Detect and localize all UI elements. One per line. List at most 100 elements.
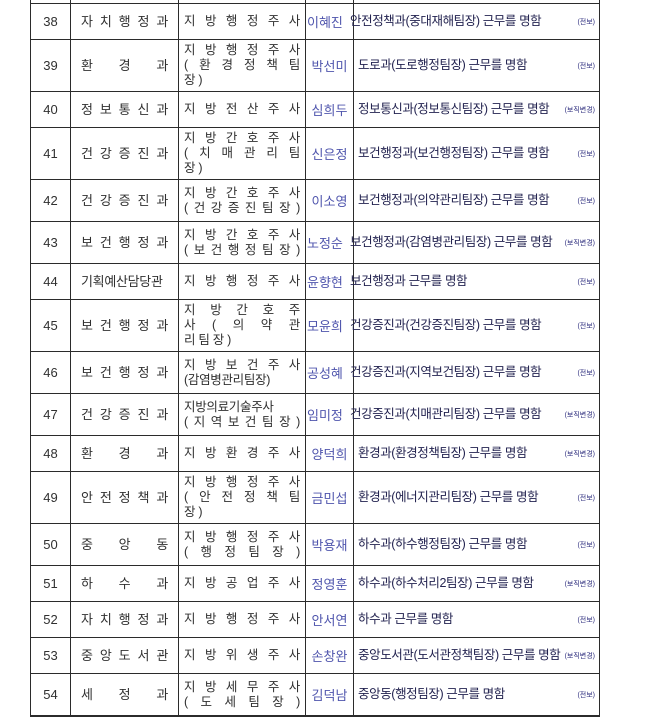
department-cell: 안 전 정 책 과 — [71, 472, 179, 523]
department-label: 건 강 증 진 과 — [81, 407, 168, 422]
name-cell: 박선미 — [306, 40, 354, 91]
assignment-cell: 보건행정과(보건행정팀장) 근무를 명함 (전보) — [354, 128, 599, 179]
department-cell: 보 건 행 정 과 — [71, 352, 179, 393]
position-cell: 지 방 행 정 주 사 — [179, 264, 306, 299]
assignment-text: 하수과(하수처리2팀장) 근무를 명함 — [358, 576, 534, 590]
position-cell: 지방의료기술주사( 지 역 보 건 팀 장 ) — [179, 394, 306, 435]
department-label: 기획예산담당관 — [81, 274, 163, 289]
name-cell: 이혜진 — [306, 4, 354, 39]
assignment-cell: 환경과(에너지관리팀장) 근무를 명함 (전보) — [354, 472, 599, 523]
person-name: 양덕희 — [311, 447, 348, 462]
transfer-type-tag: (전보) — [577, 616, 595, 624]
position-cell: 지 방 간 호 주 사( 건 강 증 진 팀 장 ) — [179, 180, 306, 221]
department-label: 하 수 과 — [81, 576, 168, 591]
position-title-line: ( 보 건 행 정 팀 장 ) — [184, 242, 300, 257]
row-number: 48 — [43, 446, 58, 461]
row-number: 52 — [43, 612, 58, 627]
table-row: 44 기획예산담당관 지 방 행 정 주 사 윤향현 보건행정과 근무를 명함 (전보) — [31, 264, 599, 300]
position-title: 지 방 공 업 주 사 — [184, 576, 300, 591]
person-name: 노정순 — [307, 236, 343, 251]
position-title: 지 방 환 경 주 사 — [184, 446, 300, 461]
department-cell: 건 강 증 진 과 — [71, 128, 179, 179]
position-title-line: 지 방 간 호 주 — [184, 303, 300, 317]
department-cell: 중 앙 동 — [71, 524, 179, 565]
transfer-type-tag: (전보) — [577, 494, 595, 502]
continuation-cell — [306, 0, 354, 3]
table-row: 43 보 건 행 정 과 지 방 간 호 주 사( 보 건 행 정 팀 장 ) 노정순… — [31, 222, 599, 264]
transfer-type-tag: (전보) — [577, 322, 595, 330]
assignment-text: 보건행정과 근무를 명함 — [350, 274, 468, 288]
name-cell: 임미정 — [306, 394, 354, 435]
transfer-type-tag: (보직변경) — [564, 239, 595, 247]
row-number: 43 — [43, 235, 58, 250]
department-label: 환 경 과 — [81, 58, 168, 73]
position-title-line: ( 건 강 증 진 팀 장 ) — [184, 200, 300, 215]
transfer-type-tag: (전보) — [577, 150, 595, 158]
name-cell: 신은정 — [306, 128, 354, 179]
position-cell: 지 방 간 호 주 사( 보 건 행 정 팀 장 ) — [179, 222, 306, 263]
row-number-cell: 47 — [31, 394, 71, 435]
assignment-text: 건강증진과(치매관리팀장) 근무를 명함 — [350, 407, 542, 421]
row-number-cell: 43 — [31, 222, 71, 263]
transfer-type-tag: (전보) — [577, 691, 595, 699]
row-number-cell: 45 — [31, 300, 71, 351]
person-name: 이혜진 — [307, 15, 343, 30]
department-cell: 자 치 행 정 과 — [71, 4, 179, 39]
position-title-line: 지 방 행 정 주 사 — [184, 529, 300, 544]
row-number: 47 — [43, 407, 58, 422]
position-title-line: 장 ) — [184, 161, 203, 175]
position-title-line: 지 방 행 정 주 사 — [184, 14, 300, 28]
person-name: 안서연 — [311, 613, 348, 628]
person-name: 모윤희 — [307, 319, 343, 334]
row-number: 40 — [43, 102, 58, 117]
department-cell: 자 치 행 정 과 — [71, 602, 179, 637]
department-cell: 환 경 과 — [71, 40, 179, 91]
position-title-line: 장 ) — [184, 73, 203, 87]
position-title-line: 지 방 위 생 주 사 — [184, 648, 300, 662]
table-row: 38 자 치 행 정 과 지 방 행 정 주 사 이혜진 안전정책과(중대재해팀장) 근… — [31, 4, 599, 40]
position-cell: 지 방 행 정 주 사( 행 정 팀 장 ) — [179, 524, 306, 565]
position-title-line: ( 안 전 정 책 팀 — [184, 490, 300, 504]
row-number: 44 — [43, 274, 58, 289]
row-number-cell: 41 — [31, 128, 71, 179]
department-label: 정 보 통 신 과 — [81, 102, 168, 117]
position-title-line: 지 방 간 호 주 사 — [184, 131, 300, 145]
department-cell: 기획예산담당관 — [71, 264, 179, 299]
position-title-line: ( 치 매 관 리 팀 — [184, 146, 300, 160]
transfer-type-tag: (보직변경) — [564, 106, 595, 114]
position-title-line: 사 ( 의 약 관 — [184, 318, 300, 332]
row-number: 50 — [43, 537, 58, 552]
assignment-text: 환경과(에너지관리팀장) 근무를 명함 — [358, 490, 539, 504]
name-cell: 안서연 — [306, 602, 354, 637]
assignment-cell: 건강증진과(건강증진팀장) 근무를 명함 (전보) — [350, 300, 599, 351]
row-number-cell: 54 — [31, 674, 71, 715]
continuation-cell — [354, 0, 599, 3]
table-row: 53 중 앙 도 서 관 지 방 위 생 주 사 손창완 중앙도서관(도서관정책팀장) … — [31, 638, 599, 674]
assignment-text: 정보통신과(정보통신팀장) 근무를 명함 — [358, 102, 550, 116]
name-cell: 정영훈 — [306, 566, 354, 601]
row-number: 42 — [43, 193, 58, 208]
row-number: 41 — [43, 146, 58, 161]
table-row: 46 보 건 행 정 과 지 방 보 건 주 사 (감염병관리팀장) 공성혜 건강증진과(… — [31, 352, 599, 394]
person-name: 손창완 — [311, 649, 348, 664]
assignment-text: 보건행정과(보건행정팀장) 근무를 명함 — [358, 146, 550, 160]
row-number-cell: 49 — [31, 472, 71, 523]
department-label: 건 강 증 진 과 — [81, 193, 168, 208]
department-label: 중 앙 동 — [81, 537, 168, 552]
continuation-cell — [179, 0, 306, 3]
name-cell: 금민섭 — [306, 472, 354, 523]
position-title-line: 리 팀 장 ) — [184, 333, 231, 347]
person-name: 신은정 — [311, 147, 348, 162]
name-cell: 노정순 — [306, 222, 354, 263]
assignment-text: 도로과(도로행정팀장) 근무를 명함 — [358, 58, 528, 72]
transfer-type-tag: (보직변경) — [564, 411, 595, 419]
table-row: 54 세 정 과 지 방 세 무 주 사( 도 세 팀 장 ) 김덕남 중앙동(행정팀장… — [31, 674, 599, 715]
department-cell: 하 수 과 — [71, 566, 179, 601]
